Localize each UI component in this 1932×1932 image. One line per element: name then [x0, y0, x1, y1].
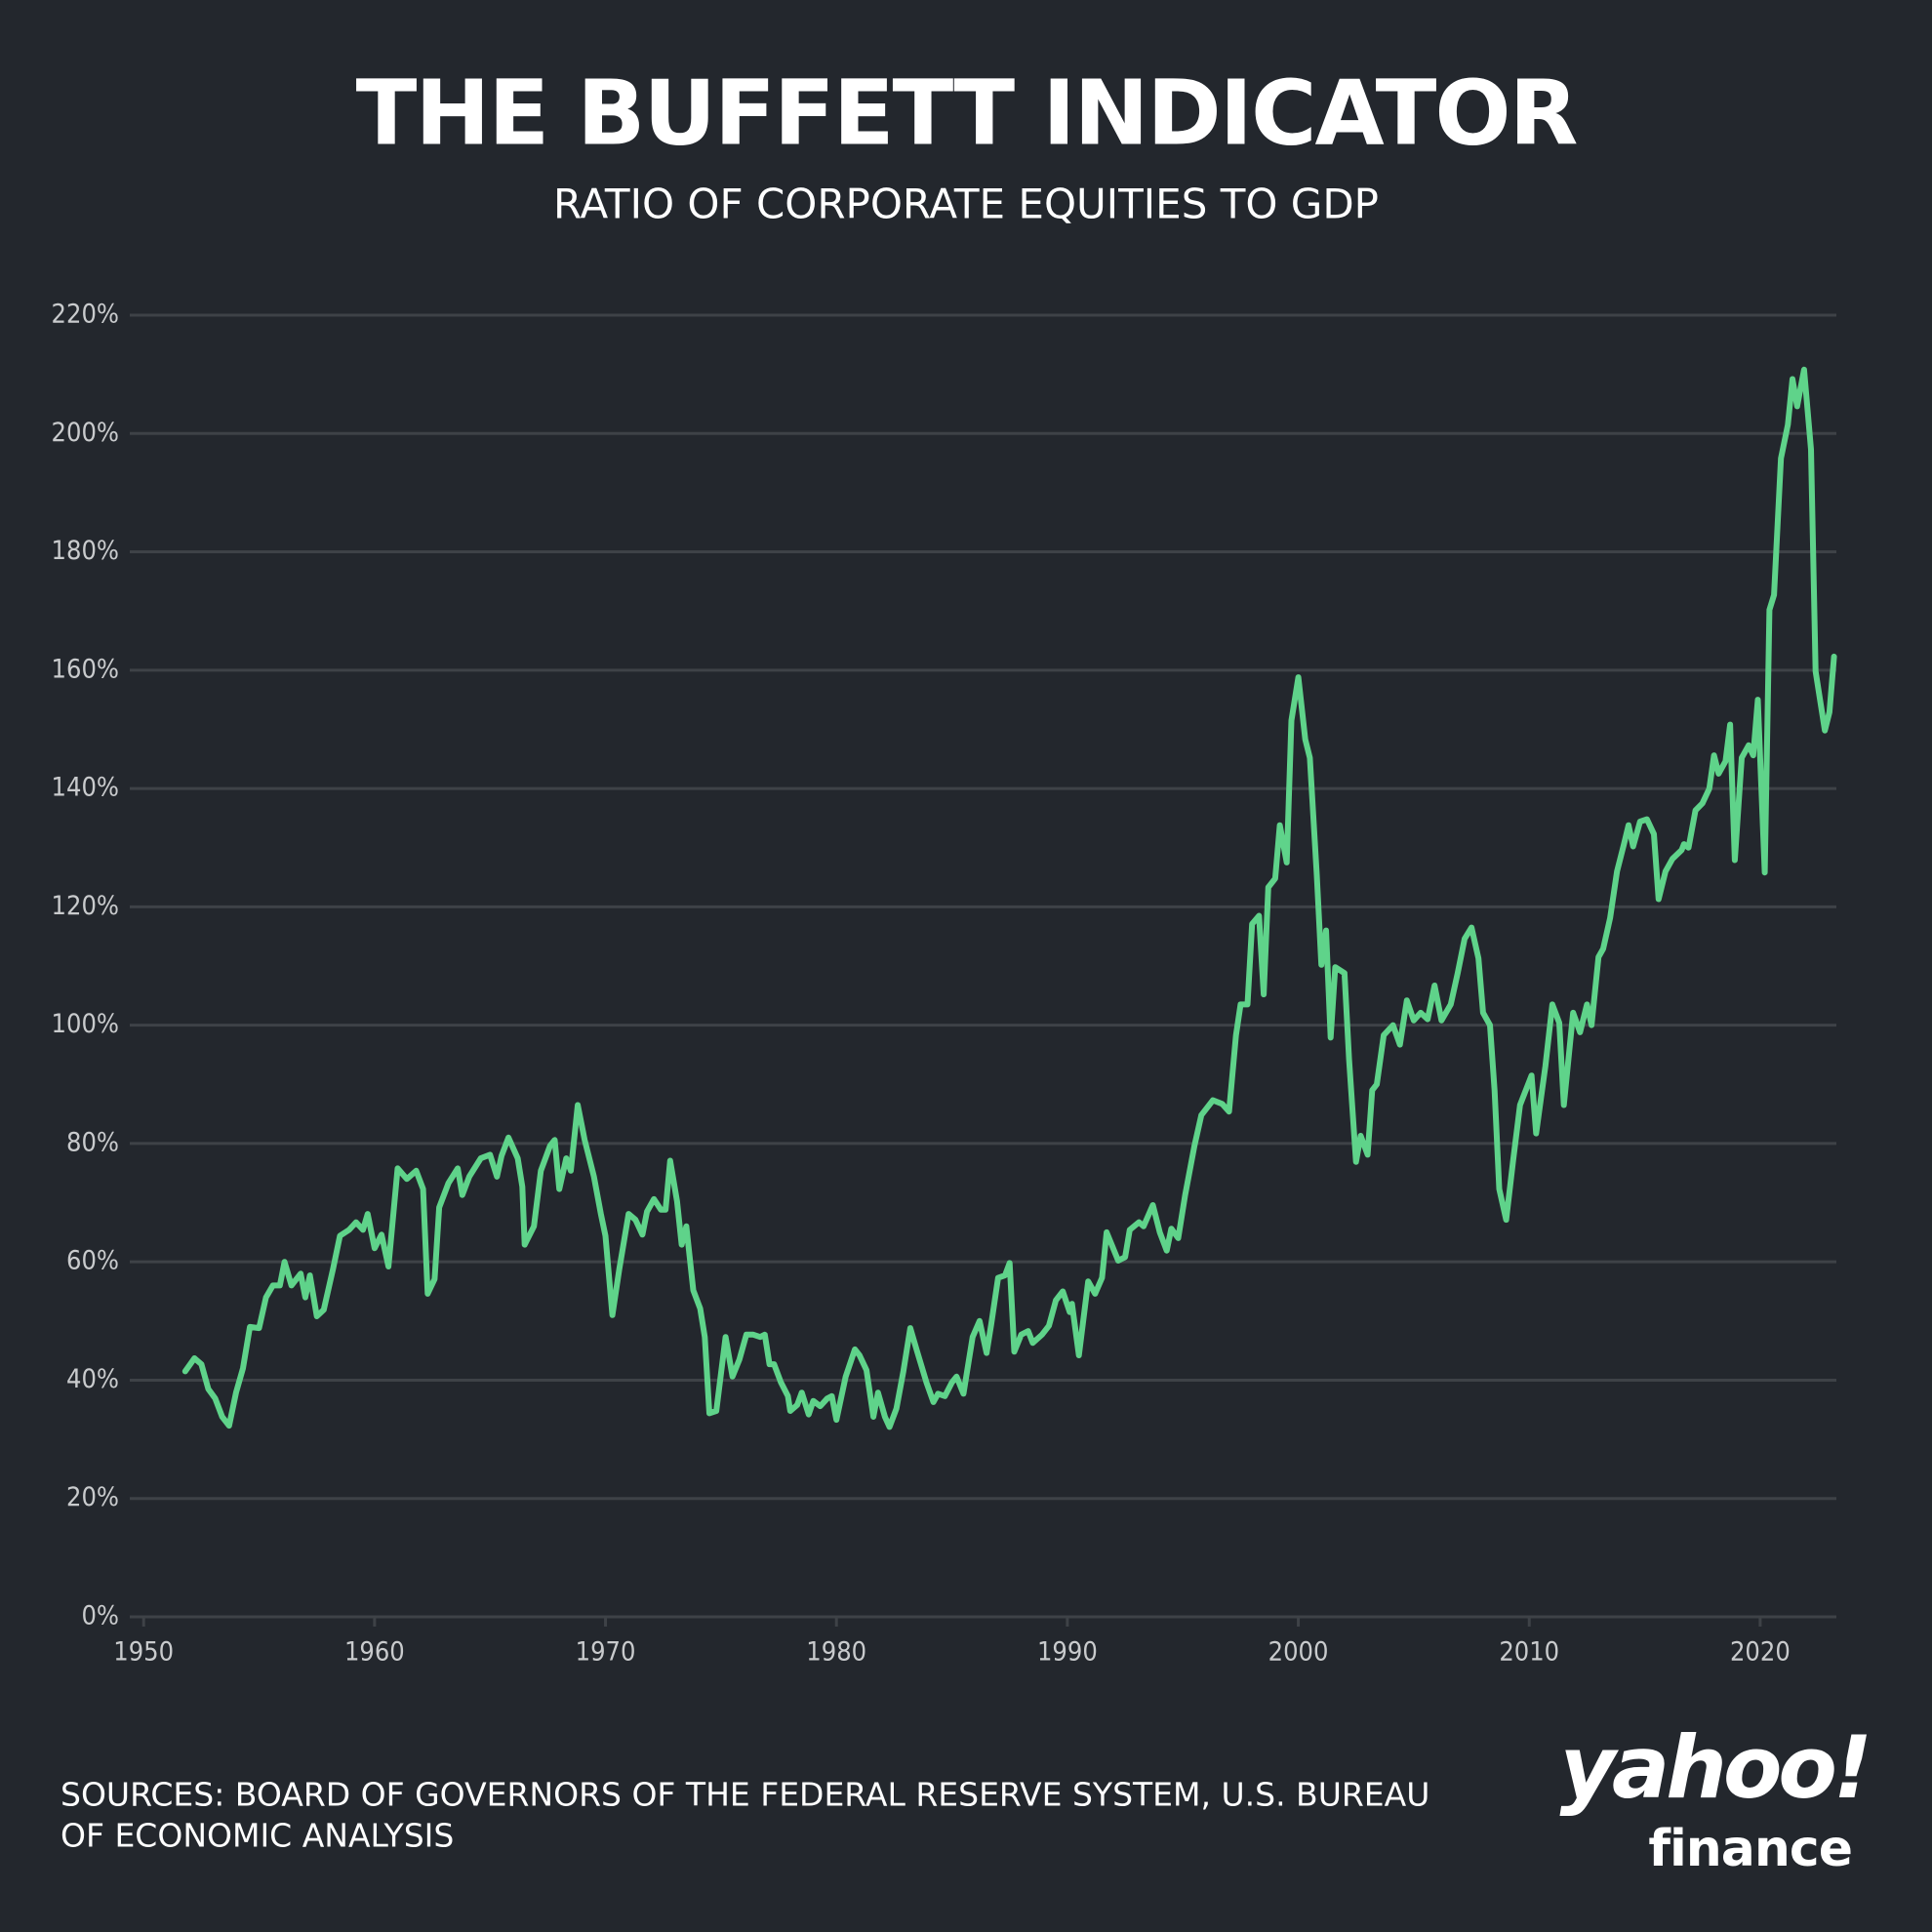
x-tick-label: 1980: [806, 1637, 866, 1668]
y-tick-label: 160%: [52, 654, 119, 684]
x-tick-label: 2020: [1730, 1637, 1791, 1668]
source-line: OF ECONOMIC ANALYSIS: [60, 1817, 454, 1855]
logo-product: finance: [1648, 1820, 1852, 1878]
y-tick-label: 100%: [52, 1009, 119, 1039]
y-tick-label: 220%: [52, 300, 119, 330]
y-tick-label: 120%: [52, 891, 119, 921]
y-tick-label: 60%: [66, 1246, 119, 1276]
y-tick-label: 20%: [66, 1482, 119, 1512]
y-tick-label: 200%: [52, 418, 119, 448]
logo-brand: yahoo!: [1560, 1717, 1869, 1818]
x-tick-label: 2010: [1499, 1637, 1559, 1668]
y-tick-label: 140%: [52, 773, 119, 803]
y-tick-label: 0%: [81, 1601, 119, 1631]
x-tick-label: 1960: [344, 1637, 405, 1668]
x-tick-label: 1950: [113, 1637, 174, 1668]
source-line: SOURCES: BOARD OF GOVERNORS OF THE FEDER…: [60, 1776, 1429, 1814]
x-tick-label: 1990: [1037, 1637, 1098, 1668]
chart-title: THE BUFFETT INDICATOR: [356, 60, 1577, 165]
y-tick-label: 40%: [66, 1364, 119, 1394]
y-tick-label: 80%: [66, 1127, 119, 1157]
y-tick-label: 180%: [52, 536, 119, 566]
line-series: [181, 366, 1837, 1430]
x-tick-label: 2000: [1268, 1637, 1329, 1668]
chart-subtitle: RATIO OF CORPORATE EQUITIES TO GDP: [553, 181, 1379, 228]
x-tick-label: 1970: [576, 1637, 636, 1668]
